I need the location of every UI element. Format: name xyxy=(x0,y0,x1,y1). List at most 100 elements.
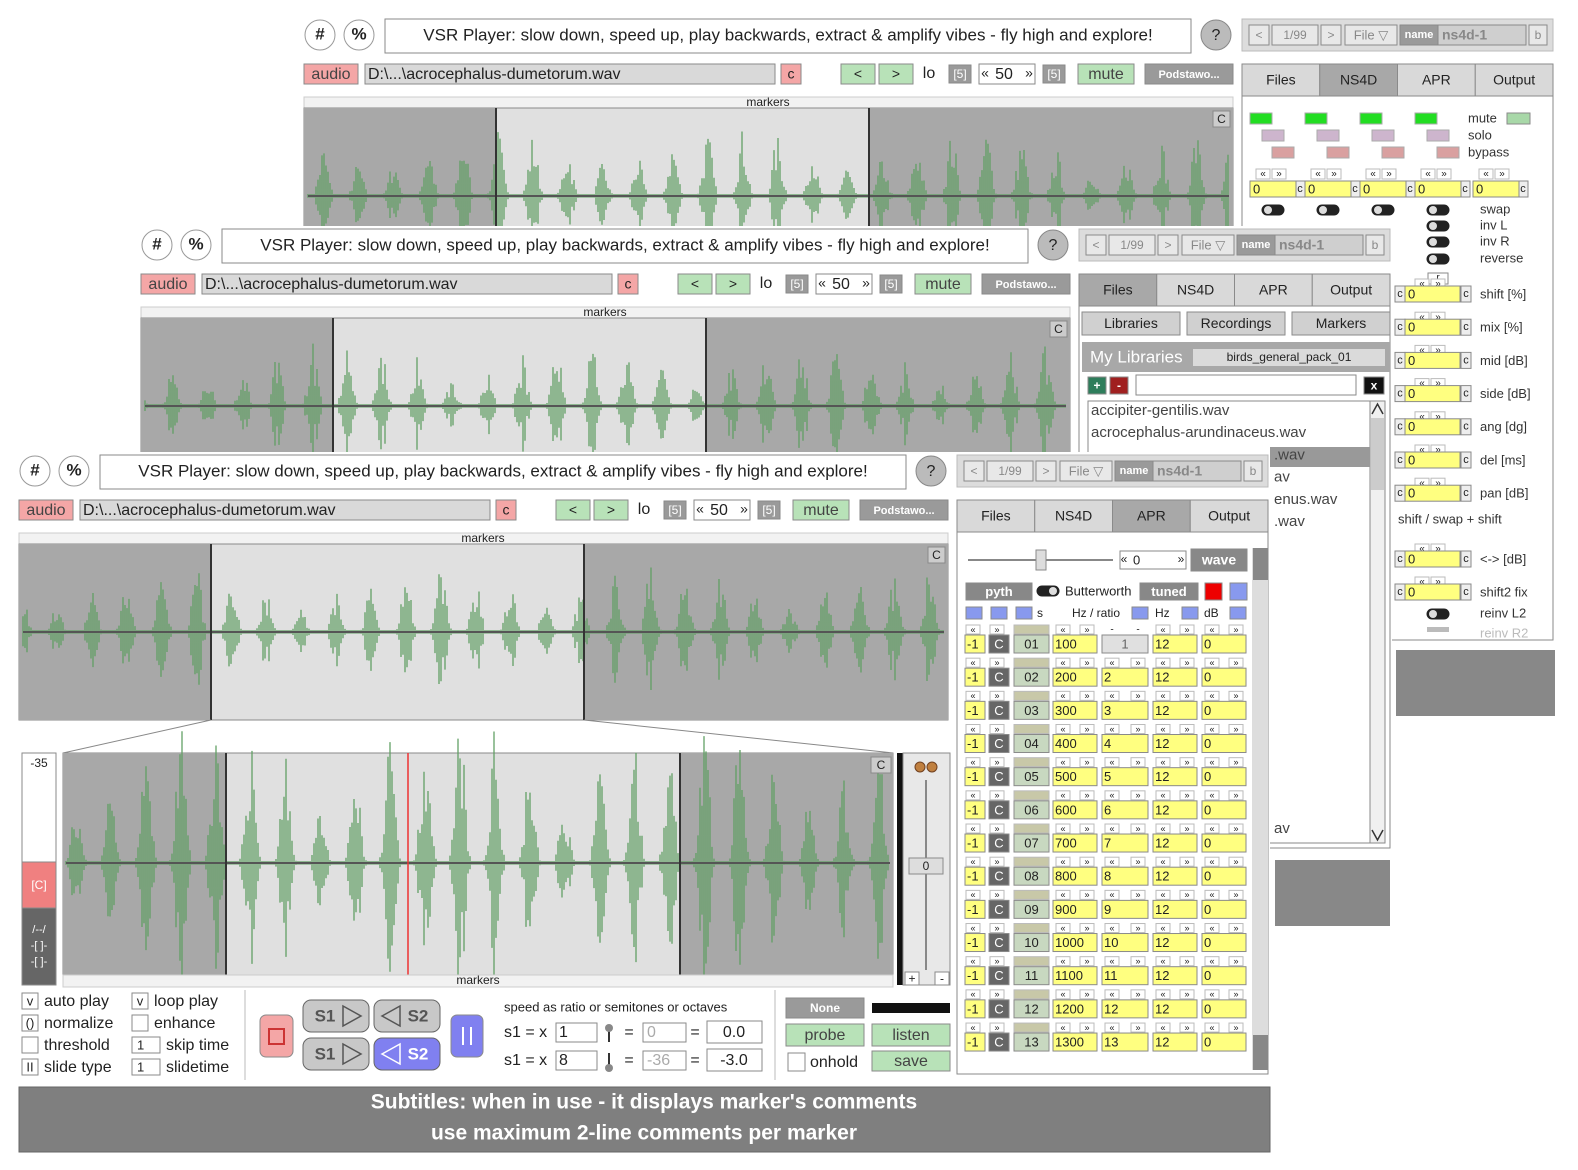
play-button[interactable] xyxy=(373,1037,441,1071)
checkbox[interactable] xyxy=(21,1058,39,1076)
blue-switch[interactable] xyxy=(1229,606,1247,620)
arrow-button[interactable] xyxy=(1055,790,1071,801)
button[interactable] xyxy=(1087,376,1107,395)
blue-switch[interactable] xyxy=(990,606,1008,620)
arrow-button[interactable] xyxy=(1155,624,1171,635)
arrow-button[interactable] xyxy=(1204,624,1220,635)
arrow-button[interactable] xyxy=(965,923,981,934)
help-button[interactable] xyxy=(915,455,947,487)
button[interactable] xyxy=(934,971,950,986)
button[interactable] xyxy=(870,756,892,774)
arrow-button[interactable] xyxy=(965,1022,981,1033)
arrow-button[interactable] xyxy=(1079,956,1095,967)
arrow-button[interactable] xyxy=(1204,889,1220,900)
arrow-button[interactable] xyxy=(965,757,981,768)
step-button[interactable] xyxy=(948,64,972,84)
tab[interactable] xyxy=(1112,499,1191,533)
arrow-button[interactable] xyxy=(1179,923,1195,934)
button[interactable] xyxy=(963,460,985,482)
arrow-button[interactable] xyxy=(1204,690,1220,701)
arrow-button[interactable] xyxy=(1228,657,1244,668)
button[interactable] xyxy=(1243,460,1263,482)
arrow-button[interactable] xyxy=(1436,168,1452,180)
arrow-button[interactable] xyxy=(1055,889,1071,900)
mute-all-switch[interactable] xyxy=(1506,112,1531,125)
switch[interactable] xyxy=(1359,112,1383,125)
switch[interactable] xyxy=(1249,112,1273,125)
arrow-button[interactable] xyxy=(1155,757,1171,768)
arrow-button[interactable] xyxy=(1228,956,1244,967)
gain-knob[interactable] xyxy=(908,857,944,875)
clear-button[interactable] xyxy=(495,499,517,521)
percent-button[interactable] xyxy=(58,455,90,487)
arrow-button[interactable] xyxy=(1204,1022,1220,1033)
switch[interactable] xyxy=(1381,146,1405,159)
button[interactable] xyxy=(1181,234,1235,256)
preset-button[interactable] xyxy=(1144,63,1234,85)
subtab[interactable] xyxy=(1291,311,1391,336)
arrow-button[interactable] xyxy=(1204,923,1220,934)
row-cell[interactable] xyxy=(988,999,1010,1019)
arrow-button[interactable] xyxy=(1079,989,1095,1000)
arrow-button[interactable] xyxy=(1204,956,1220,967)
arrow-button[interactable] xyxy=(1055,657,1071,668)
arrow-button[interactable] xyxy=(1130,956,1146,967)
button[interactable] xyxy=(1248,24,1270,46)
percent-button[interactable] xyxy=(180,229,212,261)
row-cell[interactable] xyxy=(988,667,1010,687)
arrow-button[interactable] xyxy=(1179,823,1195,834)
blue-switch[interactable] xyxy=(1131,606,1149,620)
slider-knob[interactable] xyxy=(1035,549,1047,571)
button[interactable] xyxy=(1085,234,1107,256)
button[interactable] xyxy=(965,582,1033,601)
arrow-button[interactable] xyxy=(1179,790,1195,801)
audio-button[interactable] xyxy=(18,499,74,521)
row-cell[interactable] xyxy=(988,767,1010,787)
arrow-button[interactable] xyxy=(1228,690,1244,701)
step-button[interactable] xyxy=(879,274,903,294)
checkbox[interactable] xyxy=(131,992,149,1010)
arrow-button[interactable] xyxy=(1130,989,1146,1000)
checkbox[interactable] xyxy=(131,1036,161,1054)
arrow-button[interactable] xyxy=(1055,923,1071,934)
arrow-button[interactable] xyxy=(1179,889,1195,900)
arrow-button[interactable] xyxy=(1104,790,1120,801)
arrow-button[interactable] xyxy=(1204,657,1220,668)
arrow-button[interactable] xyxy=(1228,889,1244,900)
arrow-button[interactable] xyxy=(1079,690,1095,701)
row-cell[interactable] xyxy=(988,1032,1010,1052)
arrow-button[interactable] xyxy=(1079,624,1095,635)
arrow-button[interactable] xyxy=(1228,856,1244,867)
arrow-button[interactable] xyxy=(1228,923,1244,934)
arrow-button[interactable] xyxy=(1055,757,1071,768)
hash-button[interactable] xyxy=(304,19,336,51)
arrow-button[interactable] xyxy=(1079,657,1095,668)
arrow-button[interactable] xyxy=(965,690,981,701)
audio-button[interactable] xyxy=(303,63,359,85)
tab[interactable] xyxy=(1474,63,1554,97)
arrow-button[interactable] xyxy=(1130,1022,1146,1033)
step-button[interactable] xyxy=(757,500,781,520)
row-cell[interactable] xyxy=(988,833,1010,853)
preset-button[interactable] xyxy=(859,499,949,521)
clip-box[interactable] xyxy=(21,861,57,909)
prev-button[interactable] xyxy=(677,273,713,295)
arrow-button[interactable] xyxy=(1155,724,1171,735)
checkbox[interactable] xyxy=(131,1058,161,1076)
step-button[interactable] xyxy=(663,500,687,520)
arrow-button[interactable] xyxy=(1179,1022,1195,1033)
arrow-button[interactable] xyxy=(1228,1022,1244,1033)
arrow-button[interactable] xyxy=(1079,724,1095,735)
arrow-button[interactable] xyxy=(1155,889,1171,900)
arrow-button[interactable] xyxy=(989,1022,1005,1033)
row-cell[interactable] xyxy=(988,634,1010,654)
arrow-button[interactable] xyxy=(1478,168,1494,180)
button[interactable] xyxy=(1109,376,1129,395)
button[interactable] xyxy=(1190,548,1248,572)
arrow-button[interactable] xyxy=(1055,690,1071,701)
arrow-button[interactable] xyxy=(965,790,981,801)
arrow-button[interactable] xyxy=(1104,657,1120,668)
button[interactable] xyxy=(1035,460,1057,482)
arrow-button[interactable] xyxy=(989,657,1005,668)
switch[interactable] xyxy=(1261,129,1285,142)
